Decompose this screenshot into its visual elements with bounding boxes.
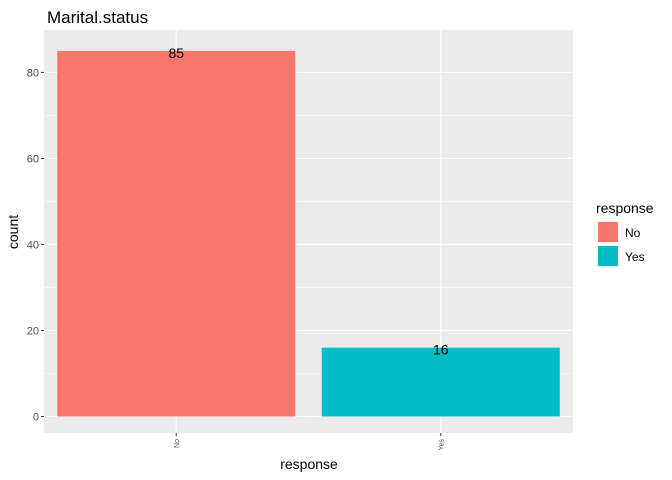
data-labels: 85 16 [168,45,448,358]
legend-swatch-no [598,222,618,242]
y-axis-title: count [5,215,21,249]
chart-title: Marital.status [47,8,148,27]
y-tick-label: 60 [27,153,39,165]
y-tick-label: 80 [27,67,39,79]
y-tick-label: 0 [33,412,39,424]
legend-title: response [596,200,654,216]
y-axis-ticks: 0 20 40 60 80 [27,67,44,424]
x-axis-ticks: No Yes [174,433,445,451]
bars [57,50,560,417]
y-tick-label: 40 [27,239,39,251]
legend-swatch-yes [598,246,618,266]
data-label: 16 [433,342,449,358]
data-label: 85 [168,45,184,61]
y-tick-label: 20 [27,325,39,337]
legend-label: Yes [625,250,645,264]
bar-yes [321,347,560,417]
legend-entries: No Yes [597,221,645,267]
x-tick-label: No [174,439,181,448]
x-axis-title: response [280,456,338,472]
bar-no [57,50,296,417]
x-tick-label: Yes [438,439,445,451]
legend: response No Yes [596,200,654,267]
legend-label: No [625,226,641,240]
